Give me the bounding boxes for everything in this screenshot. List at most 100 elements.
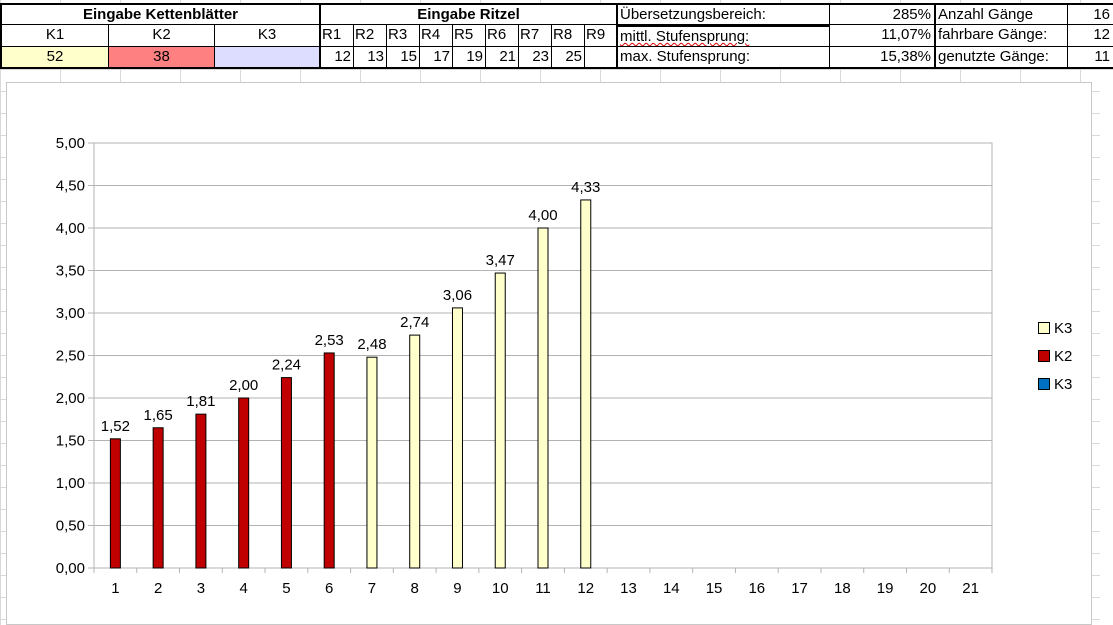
x-tick-label: 14 — [663, 580, 680, 597]
legend-swatch-k2 — [1038, 350, 1050, 362]
y-tick-label: 4,50 — [56, 178, 85, 195]
x-tick-label: 2 — [154, 580, 162, 597]
y-tick-label: 0,50 — [56, 518, 85, 535]
sprockets-title: Eingabe Ritzel — [321, 3, 618, 25]
chainring-input-k1[interactable]: 52 — [0, 47, 109, 69]
bar — [109, 438, 121, 569]
chainring-input-k2[interactable]: 38 — [109, 47, 215, 69]
sheet-edge — [1100, 82, 1113, 625]
y-tick-label: 4,00 — [56, 220, 85, 237]
legend-label: K3 — [1054, 319, 1073, 337]
bar — [537, 227, 549, 569]
avg-step-value: 11,07% — [830, 25, 936, 47]
legend-label: K3 — [1054, 375, 1073, 393]
x-tick-label: 1 — [111, 580, 119, 597]
data-label: 1,52 — [101, 418, 130, 435]
sprocket-label-r8: R8 — [552, 25, 585, 47]
x-tick-label: 7 — [368, 580, 376, 597]
used-label: genutzte Gänge: — [936, 47, 1068, 69]
bar — [195, 413, 207, 569]
chart-frame[interactable]: 0,00 0,50 1,00 1,50 2,00 2,50 3,00 3,50 4,00 4,50… — [6, 82, 1092, 625]
bar — [280, 377, 292, 569]
bar — [494, 272, 506, 569]
data-label: 4,33 — [571, 179, 600, 196]
sprocket-label-r6: R6 — [486, 25, 519, 47]
sprocket-label-r9: R9 — [585, 25, 618, 47]
x-tick-label: 11 — [535, 580, 551, 597]
bar — [409, 334, 421, 569]
chainring-label-k3: K3 — [215, 25, 321, 47]
gears-label: Anzahl Gänge — [936, 3, 1068, 25]
y-tick-label: 1,00 — [56, 475, 85, 492]
chainrings-title: Eingabe Kettenblätter — [0, 3, 321, 25]
sprocket-input-r4[interactable]: 17 — [420, 47, 453, 69]
x-tick-label: 15 — [706, 580, 723, 597]
used-value: 11 — [1068, 47, 1113, 69]
data-label: 1,65 — [144, 407, 173, 424]
x-tick-label: 4 — [239, 580, 247, 597]
bar — [451, 307, 463, 569]
x-tick-label: 13 — [620, 580, 637, 597]
legend-label: K2 — [1054, 347, 1073, 365]
data-label: 2,00 — [229, 377, 258, 394]
sprocket-input-r5[interactable]: 19 — [453, 47, 486, 69]
y-tick-label: 2,50 — [56, 348, 85, 365]
max-step-label: max. Stufensprung: — [618, 47, 830, 69]
rideable-value: 12 — [1068, 25, 1113, 47]
x-tick-label: 12 — [577, 580, 594, 597]
max-step-value: 15,38% — [830, 47, 936, 69]
sprocket-input-r8[interactable]: 25 — [552, 47, 585, 69]
chainring-label-k1: K1 — [0, 25, 109, 47]
legend-swatch-k3-blue — [1038, 378, 1050, 390]
legend-item-k3-blue: K3 — [1038, 374, 1072, 394]
x-tick-label: 9 — [453, 580, 461, 597]
x-tick-label: 8 — [411, 580, 419, 597]
sprocket-input-r9[interactable] — [585, 47, 618, 69]
y-tick-label: 3,50 — [56, 263, 85, 280]
gears-value: 16 — [1068, 3, 1113, 25]
chainring-input-k3[interactable] — [215, 47, 321, 69]
y-tick-label: 1,50 — [56, 433, 85, 450]
bar — [323, 352, 335, 569]
x-tick-label: 18 — [834, 580, 851, 597]
data-label: 2,53 — [315, 332, 344, 349]
x-tick-label: 16 — [748, 580, 765, 597]
x-tick-label: 6 — [325, 580, 333, 597]
y-tick-label: 5,00 — [56, 135, 85, 152]
sprocket-input-r2[interactable]: 13 — [354, 47, 387, 69]
x-tick-label: 3 — [197, 580, 205, 597]
sprocket-input-r1[interactable]: 12 — [321, 47, 354, 69]
y-tick-label: 3,00 — [56, 305, 85, 322]
sprocket-input-r6[interactable]: 21 — [486, 47, 519, 69]
x-tick-label: 5 — [282, 580, 290, 597]
data-label: 3,47 — [486, 252, 515, 269]
gear-ratio-chart: 0,00 0,50 1,00 1,50 2,00 2,50 3,00 3,50 4,00 4,50… — [56, 135, 993, 597]
data-label: 2,24 — [272, 357, 301, 374]
sprocket-label-r7: R7 — [519, 25, 552, 47]
data-label: 2,48 — [357, 336, 386, 353]
chart-legend: K3 K2 K3 — [1038, 318, 1072, 402]
bar — [152, 427, 164, 569]
x-tick-label: 17 — [791, 580, 808, 597]
legend-swatch-k3-light — [1038, 322, 1050, 334]
bar — [238, 397, 250, 569]
y-tick-label: 0,00 — [56, 560, 85, 577]
sprocket-label-r3: R3 — [387, 25, 420, 47]
sprocket-label-r1: R1 — [321, 25, 354, 47]
sprocket-label-r2: R2 — [354, 25, 387, 47]
sprocket-label-r4: R4 — [420, 25, 453, 47]
range-value: 285% — [830, 3, 936, 25]
range-label: Übersetzungsbereich: — [618, 3, 830, 25]
data-label: 1,81 — [186, 393, 215, 410]
data-label: 3,06 — [443, 287, 472, 304]
sprocket-input-r3[interactable]: 15 — [387, 47, 420, 69]
legend-item-k3-light: K3 — [1038, 318, 1072, 338]
x-tick-label: 10 — [492, 580, 509, 597]
sprocket-input-r7[interactable]: 23 — [519, 47, 552, 69]
avg-step-label-text: mittl. Stufensprung: — [620, 28, 750, 45]
rideable-label: fahrbare Gänge: — [936, 25, 1068, 47]
y-tick-label: 2,00 — [56, 390, 85, 407]
x-tick-label: 19 — [877, 580, 894, 597]
bar — [366, 356, 378, 569]
chainring-label-k2: K2 — [109, 25, 215, 47]
